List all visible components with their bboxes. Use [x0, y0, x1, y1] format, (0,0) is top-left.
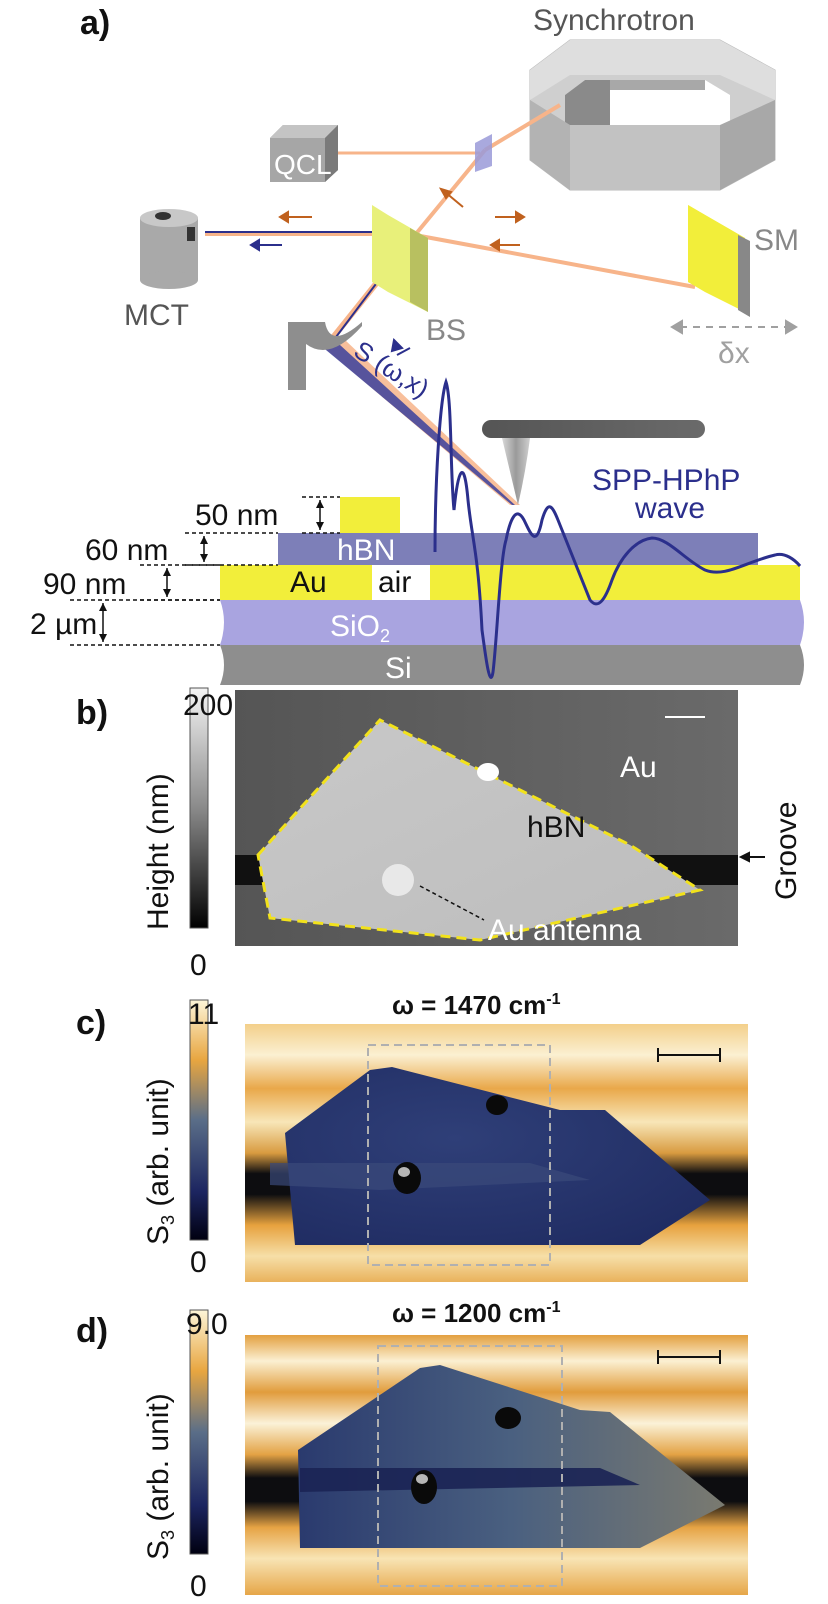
layer-sio2: SiO2	[330, 610, 390, 646]
wave-label-line1: SPP-HPhP	[592, 464, 740, 497]
s3-image-c	[245, 1024, 748, 1282]
antenna-pointer	[419, 885, 485, 921]
panel-c-title: ω = 1470 cm-1	[392, 990, 561, 1020]
s3-colorbar-c	[189, 999, 209, 1241]
panel-c-label: c)	[76, 1004, 106, 1042]
signal-arrow	[390, 337, 411, 356]
panel-b-label: b)	[76, 694, 108, 732]
s3-colorbar-c-min: 0	[190, 1246, 207, 1279]
synchrotron-ring	[529, 39, 776, 191]
svg-text:Height (nm): Height (nm)	[142, 773, 175, 930]
layer-hbn: hBN	[337, 534, 395, 567]
svg-text:Groove: Groove	[770, 802, 803, 900]
panel-d-title: ω = 1200 cm-1	[392, 1298, 561, 1328]
sm-label: SM	[754, 224, 799, 257]
afm-image	[235, 690, 738, 946]
s3-colorbar-d-title: S3 (arb. unit)	[142, 1393, 178, 1560]
s3-colorbar-d-min: 0	[190, 1570, 207, 1603]
qcl-source	[270, 125, 338, 182]
beam-arrows	[278, 187, 526, 252]
dimension-arrowheads	[99, 500, 324, 642]
groove-arrow	[738, 851, 765, 863]
svg-text:S3 (arb. unit): S3 (arb. unit)	[142, 1393, 178, 1560]
svg-text:S3 (arb. unit): S3 (arb. unit)	[142, 1078, 178, 1245]
s3-colorbar-c-max: 11	[188, 998, 219, 1031]
afm-au-label: Au	[620, 751, 657, 784]
mct-detector	[140, 209, 198, 289]
parabolic-mirror	[288, 322, 362, 390]
navy-arrow	[249, 238, 282, 252]
dimension-lines	[70, 496, 340, 646]
delta-x-label: δx	[718, 337, 750, 370]
dim-50-label: 50 nm	[195, 499, 278, 532]
beamsplitter	[372, 205, 428, 312]
panel-d-label: d)	[76, 1312, 108, 1350]
afm-hbn-label: hBN	[527, 811, 585, 844]
layer-stack	[220, 497, 804, 685]
s3-colorbar-d	[189, 1309, 209, 1555]
spp-hphp-wave	[433, 377, 802, 679]
groove-label: Groove	[770, 802, 803, 900]
s3-image-d	[245, 1335, 748, 1595]
s3-colorbar-c-title: S3 (arb. unit)	[142, 1078, 178, 1245]
layer-si: Si	[385, 652, 412, 685]
qcl-label: QCL	[274, 149, 332, 180]
height-colorbar-min: 0	[190, 949, 207, 982]
dim-90-label: 90 nm	[43, 568, 126, 601]
height-colorbar-max: 200	[183, 689, 233, 722]
panel-a-label: a)	[80, 4, 110, 42]
synchrotron-label: Synchrotron	[533, 4, 695, 37]
height-colorbar-title: Height (nm)	[142, 773, 175, 930]
delta-x-arrow	[670, 319, 798, 335]
dim-2-label: 2 µm	[30, 608, 97, 641]
scanning-mirror	[688, 205, 750, 317]
wave-label-line2: wave	[634, 492, 705, 525]
height-colorbar	[189, 687, 209, 929]
qcl-mirror	[475, 134, 492, 172]
afm-antenna-label: Au antenna	[488, 914, 642, 947]
layer-au: Au	[290, 566, 327, 599]
s3-colorbar-d-max: 9.0	[186, 1308, 228, 1341]
layer-air: air	[378, 566, 411, 599]
dim-60-label: 60 nm	[85, 534, 168, 567]
afm-tip	[482, 420, 705, 505]
bs-label: BS	[426, 314, 466, 347]
mct-label: MCT	[124, 299, 189, 332]
